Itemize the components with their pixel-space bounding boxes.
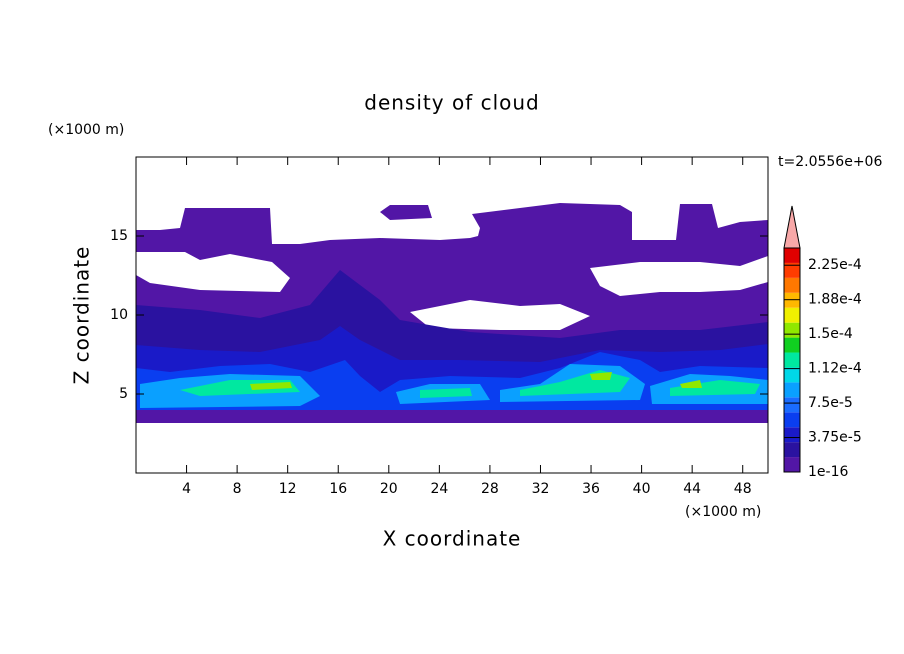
x-tick-label: 48 bbox=[734, 481, 752, 497]
x-tick-label: 20 bbox=[380, 481, 398, 497]
x-tick-label: 44 bbox=[683, 481, 701, 497]
contour-hole bbox=[410, 300, 590, 330]
colorbar-band bbox=[784, 277, 800, 293]
x-tick-label: 28 bbox=[481, 481, 499, 497]
y-axis-label: Z coordinate bbox=[70, 246, 94, 385]
colorbar-band bbox=[784, 367, 800, 383]
contour-hole bbox=[136, 252, 290, 292]
colorbar-extend bbox=[783, 205, 801, 249]
axes bbox=[135, 156, 769, 474]
colorbar-label: 7.5e-5 bbox=[808, 395, 853, 411]
x-tick-label: 36 bbox=[582, 481, 600, 497]
colorbar-band bbox=[784, 292, 800, 308]
colorbar-band bbox=[784, 427, 800, 443]
x-tick-label: 8 bbox=[233, 481, 242, 497]
colorbar-band bbox=[784, 382, 800, 398]
x-unit: (×1000 m) bbox=[685, 504, 761, 520]
colorbar-label: 1.5e-4 bbox=[808, 326, 853, 342]
y-tick-label: 10 bbox=[110, 307, 128, 323]
colorbar-label: 2.25e-4 bbox=[808, 257, 862, 273]
colorbar-label: 1e-16 bbox=[808, 464, 848, 480]
x-axis-label: X coordinate bbox=[383, 527, 522, 551]
colorbar-label: 1.12e-4 bbox=[808, 361, 862, 377]
x-tick-label: 40 bbox=[633, 481, 651, 497]
contour-region bbox=[180, 370, 760, 398]
colorbar-band bbox=[784, 337, 800, 353]
contour-region bbox=[136, 410, 768, 423]
x-tick-label: 24 bbox=[430, 481, 448, 497]
colorbar-band bbox=[784, 262, 800, 278]
x-tick-label: 12 bbox=[279, 481, 297, 497]
colorbar-label: 1.88e-4 bbox=[808, 292, 862, 308]
y-tick-label: 5 bbox=[119, 386, 128, 402]
x-tick-label: 16 bbox=[329, 481, 347, 497]
colorbar-band bbox=[784, 412, 800, 428]
colorbar-band bbox=[784, 248, 800, 263]
colorbar-band bbox=[784, 457, 800, 472]
colorbar-band bbox=[784, 397, 800, 413]
contour-field bbox=[136, 203, 768, 423]
contour-region bbox=[380, 205, 432, 220]
colorbar-band bbox=[784, 352, 800, 368]
colorbar-label: 3.75e-5 bbox=[808, 430, 862, 446]
y-tick-label: 15 bbox=[110, 228, 128, 244]
x-tick-label: 4 bbox=[182, 481, 191, 497]
colorbar-band bbox=[784, 322, 800, 338]
colorbar-band bbox=[784, 307, 800, 323]
colorbar-band bbox=[784, 442, 800, 458]
annotation: t=2.0556e+06 bbox=[778, 154, 882, 170]
x-tick-label: 32 bbox=[532, 481, 550, 497]
chart-title: density of cloud bbox=[364, 91, 539, 115]
y-unit: (×1000 m) bbox=[48, 122, 124, 138]
contour-hole bbox=[590, 256, 768, 296]
